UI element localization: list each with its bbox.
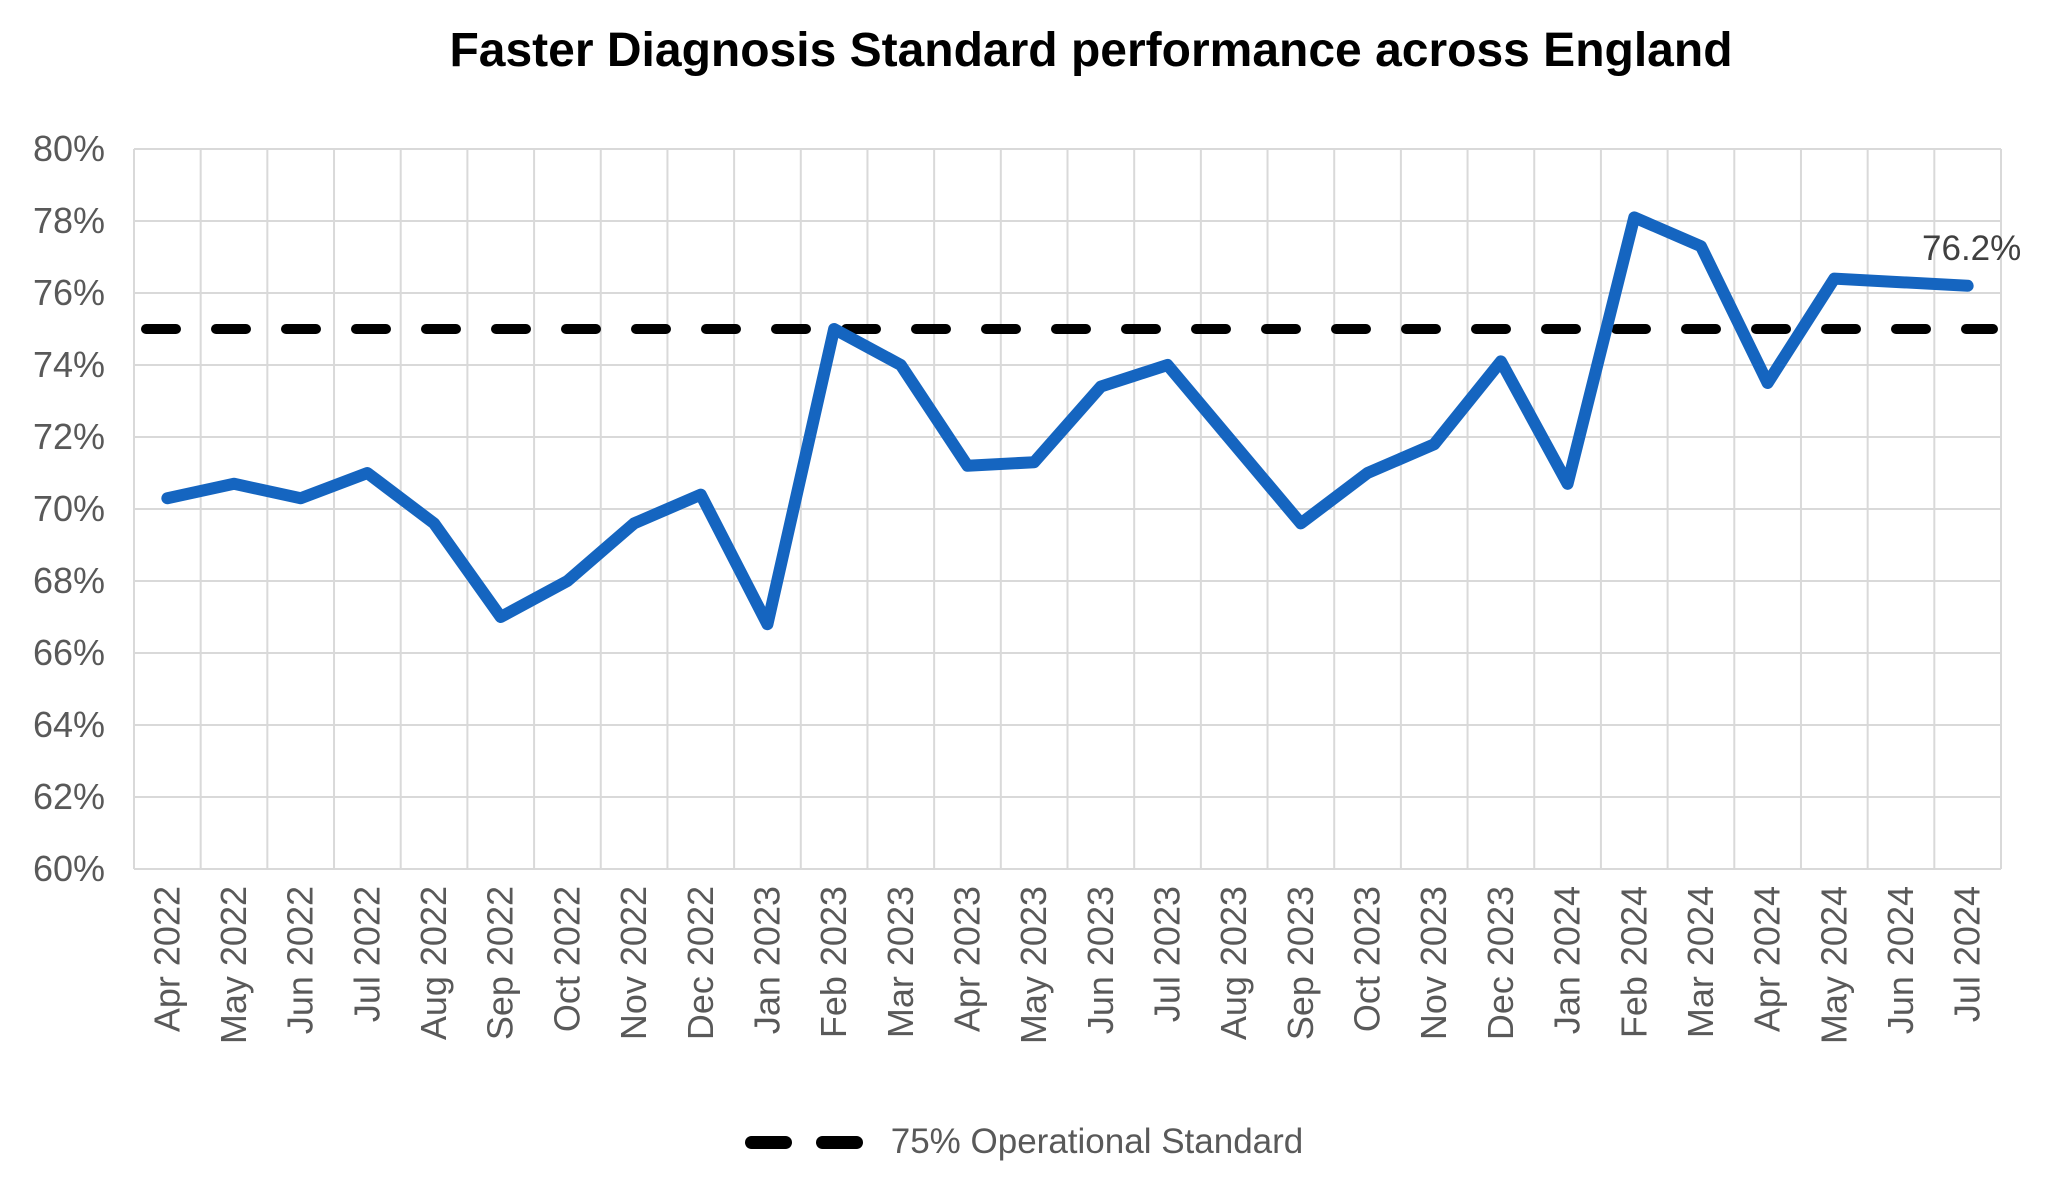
x-axis-tick-label: Dec 2022 [680,886,721,1040]
y-axis-tick-label: 60% [33,848,105,889]
y-axis-tick-label: 66% [33,632,105,673]
legend-label: 75% Operational Standard [890,1122,1304,1161]
x-axis-tick-label: Apr 2022 [146,886,187,1032]
x-axis-tick-label: Sep 2022 [480,886,521,1040]
chart-title: Faster Diagnosis Standard performance ac… [449,24,1733,77]
x-axis-tick-label: Mar 2023 [880,886,921,1038]
x-axis-tick-label: Dec 2023 [1480,886,1521,1040]
x-axis-tick-label: Feb 2023 [813,886,854,1038]
y-axis-tick-label: 64% [33,704,105,745]
x-axis-tick-label: Nov 2022 [613,886,654,1040]
x-axis-tick-label: Oct 2023 [1347,886,1388,1032]
y-axis-tick-label: 62% [33,776,105,817]
x-axis-tick-label: Jun 2022 [280,886,321,1034]
x-axis-tick-label: Sep 2023 [1280,886,1321,1040]
x-axis-tick-label: Apr 2023 [946,886,987,1032]
x-axis-tick-label: Aug 2022 [413,886,454,1040]
legend-dash-icon [744,1135,792,1149]
x-axis-tick-label: May 2024 [1813,886,1854,1044]
y-axis-tick-label: 76% [33,272,105,313]
x-axis-tick-label: Jan 2023 [746,886,787,1034]
x-axis-tick-label: Aug 2023 [1213,886,1254,1040]
x-axis-tick-label: Mar 2024 [1680,886,1721,1038]
x-axis-tick-label: Jan 2024 [1547,886,1588,1034]
y-axis-tick-label: 70% [33,488,105,529]
x-axis-tick-label: Jun 2024 [1880,886,1921,1034]
x-axis-tick-label: Apr 2024 [1747,886,1788,1032]
x-axis-tick-label: Jul 2022 [346,886,387,1022]
x-axis-tick-label: Jul 2023 [1147,886,1188,1022]
y-axis-tick-label: 78% [33,200,105,241]
y-axis-tick-label: 72% [33,416,105,457]
performance-line [161,211,1974,631]
end-value-label: 76.2% [1922,229,2021,268]
y-axis-tick-label: 80% [33,128,105,169]
x-axis-tick-label: Nov 2023 [1413,886,1454,1040]
legend-dash-icon [815,1135,863,1149]
legend: 75% Operational Standard [0,1112,2048,1172]
x-axis-tick-label: Feb 2024 [1613,886,1654,1038]
x-axis-tick-label: Oct 2022 [546,886,587,1032]
x-axis-tick-label: May 2023 [1013,886,1054,1044]
x-axis-tick-label: Jun 2023 [1080,886,1121,1034]
y-axis-tick-label: 68% [33,560,105,601]
x-axis-tick-label: Jul 2024 [1947,886,1988,1022]
x-axis-tick-label: May 2022 [213,886,254,1044]
y-axis-tick-label: 74% [33,344,105,385]
dashed-line-legend-icon [744,1135,863,1149]
